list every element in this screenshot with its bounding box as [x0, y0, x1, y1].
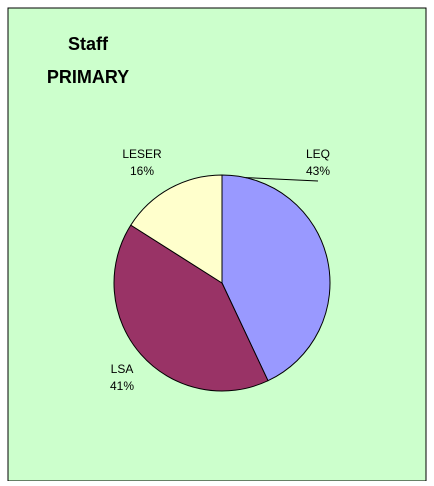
slice-label: LEQ — [306, 147, 330, 161]
chart-subtitle: PRIMARY — [47, 67, 129, 87]
chart-title: Staff — [68, 34, 109, 54]
slice-value-label: 16% — [130, 164, 154, 178]
slice-value-label: 43% — [306, 164, 330, 178]
pie-slice — [221, 174, 331, 382]
slice-label: LSA — [111, 362, 134, 376]
leader-line — [245, 177, 319, 182]
slice-label: LESER — [122, 147, 162, 161]
pie-slice — [113, 224, 269, 392]
pie-slice — [130, 174, 223, 284]
slice-value-label: 41% — [110, 379, 134, 393]
